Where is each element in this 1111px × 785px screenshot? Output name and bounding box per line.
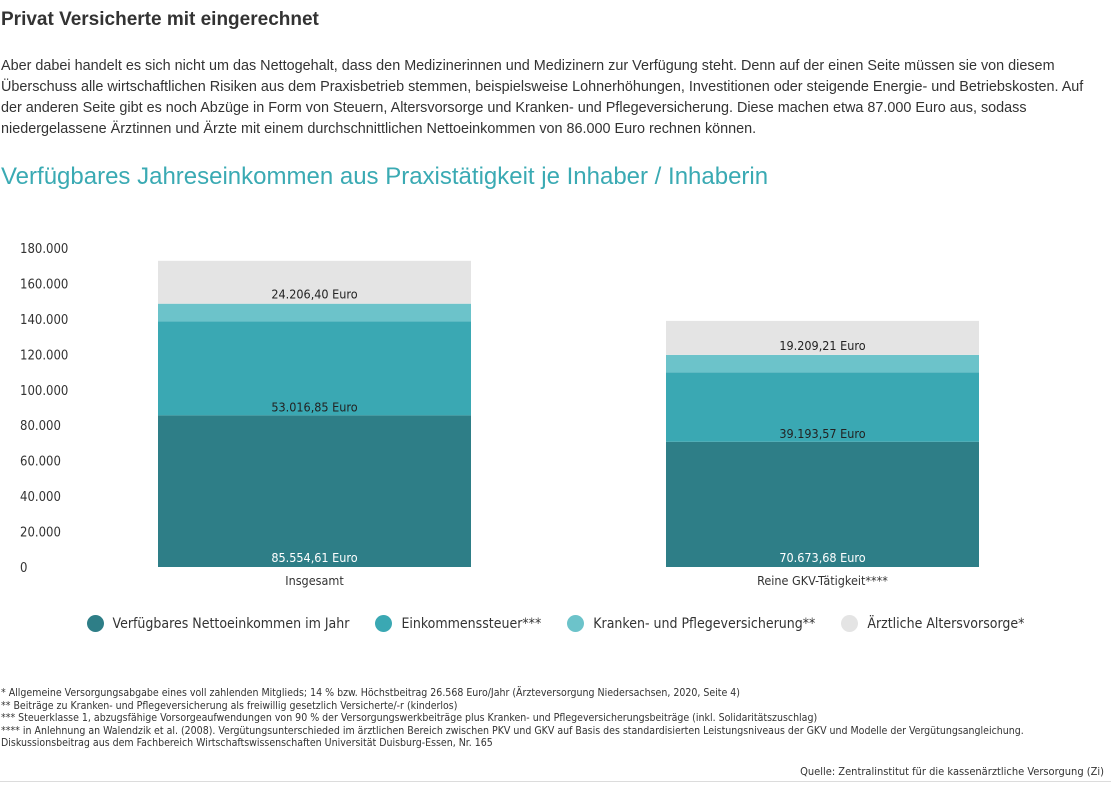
y-tick-label: 120.000 bbox=[20, 348, 68, 363]
bar-segment bbox=[666, 320, 979, 355]
legend-swatch-health-insurance bbox=[567, 615, 585, 632]
y-tick-label: 60.000 bbox=[20, 455, 61, 470]
legend-label-net-income: Verfügbares Nettoeinkommen im Jahr bbox=[112, 615, 350, 632]
x-category-label: Reine GKV-Tätigkeit**** bbox=[757, 573, 888, 588]
section-heading: Privat Versicherte mit eingerechnet bbox=[1, 9, 319, 30]
y-tick-label: 160.000 bbox=[20, 277, 68, 292]
data-label: 85.554,61 Euro bbox=[271, 550, 357, 565]
legend-label-health-insurance: Kranken- und Pflegeversicherung** bbox=[593, 615, 816, 632]
divider bbox=[0, 781, 1111, 782]
y-tick-label: 20.000 bbox=[20, 526, 61, 541]
data-label: 70.673,68 Euro bbox=[779, 550, 865, 565]
legend-item-income-tax[interactable]: Einkommenssteuer*** bbox=[375, 615, 541, 632]
footnote-2: ** Beiträge zu Kranken- und Pflegeversic… bbox=[1, 699, 458, 712]
y-tick-label: 100.000 bbox=[20, 384, 68, 399]
y-tick-label: 140.000 bbox=[20, 313, 68, 328]
stacked-bar-chart: 0 20.000 40.000 60.000 80.000 100.000 120.000 1… bbox=[20, 242, 979, 588]
data-label: 39.193,57 Euro bbox=[779, 426, 865, 441]
y-tick-label: 0 bbox=[20, 561, 27, 576]
legend-swatch-pension bbox=[841, 615, 859, 632]
data-label: 19.209,21 Euro bbox=[779, 338, 865, 353]
legend-swatch-income-tax bbox=[375, 615, 393, 632]
data-label: 24.206,40 Euro bbox=[271, 287, 357, 302]
legend-swatch-net-income bbox=[86, 615, 104, 632]
bar-segment bbox=[158, 303, 471, 322]
bar-segment bbox=[158, 260, 471, 304]
footnotes: * Allgemeine Versorgungsabgabe eines vol… bbox=[1, 687, 1101, 750]
bar-segment bbox=[666, 372, 979, 442]
article-paragraph: Aber dabei handelt es sich nicht um das … bbox=[1, 58, 1084, 137]
legend-item-pension[interactable]: Ärztliche Altersvorsorge* bbox=[841, 615, 1024, 632]
legend-item-net-income[interactable]: Verfügbares Nettoeinkommen im Jahr bbox=[86, 615, 350, 632]
footnote-4: **** in Anlehnung an Walendzik et al. (2… bbox=[1, 724, 1024, 750]
legend-label-income-tax: Einkommenssteuer*** bbox=[401, 615, 542, 632]
legend-label-pension: Ärztliche Altersvorsorge* bbox=[867, 615, 1025, 632]
footnote-3: *** Steuerklasse 1, abzugsfähige Vorsorg… bbox=[1, 712, 818, 725]
x-category-label: Insgesamt bbox=[285, 573, 344, 588]
bar-segment bbox=[666, 441, 979, 567]
legend-item-health-insurance[interactable]: Kranken- und Pflegeversicherung** bbox=[567, 615, 815, 632]
y-tick-label: 40.000 bbox=[20, 490, 61, 505]
chart-legend: Verfügbares Nettoeinkommen im Jahr Einko… bbox=[0, 615, 1111, 632]
y-tick-label: 80.000 bbox=[20, 419, 61, 434]
bar-segment bbox=[158, 321, 471, 416]
chart-title: Verfügbares Jahreseinkommen aus Praxistä… bbox=[1, 163, 769, 190]
bar-segment bbox=[666, 354, 979, 373]
data-label: 53.016,85 Euro bbox=[271, 399, 357, 414]
source-note: Quelle: Zentralinstitut für die kassenär… bbox=[800, 765, 1104, 778]
bar-segment bbox=[158, 415, 471, 567]
y-tick-label: 180.000 bbox=[20, 242, 68, 257]
footnote-1: * Allgemeine Versorgungsabgabe eines vol… bbox=[1, 687, 740, 699]
